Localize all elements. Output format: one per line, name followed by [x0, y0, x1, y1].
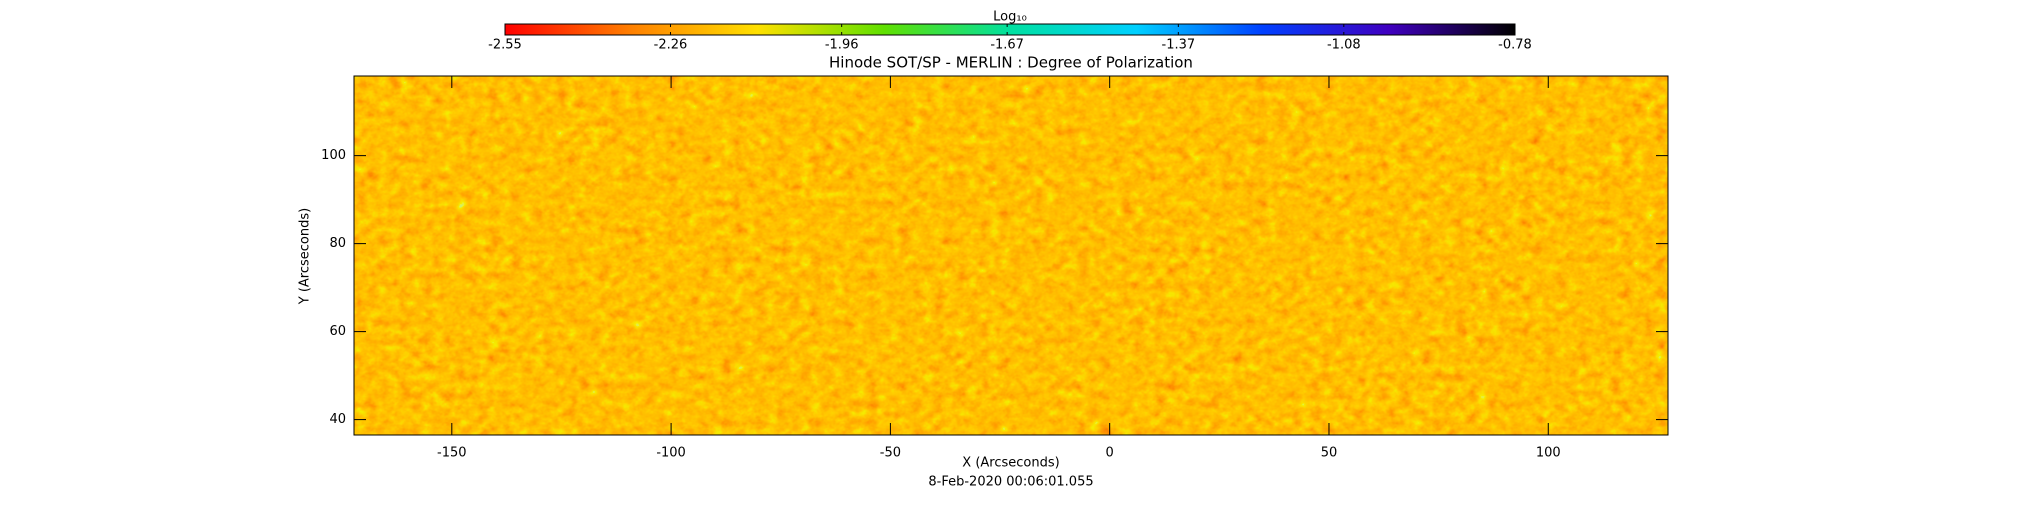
plot-frame: [353, 75, 1669, 436]
colorbar-tick-label: -1.37: [1162, 38, 1196, 53]
colorbar-tick-label: -2.26: [654, 38, 688, 53]
colorbar-tick-label: -1.08: [1327, 38, 1361, 53]
x-tick-label: 50: [1321, 446, 1338, 461]
y-axis-label: Y (Arcseconds): [298, 208, 313, 305]
y-tick-label: 100: [321, 148, 346, 163]
x-tick-label: -50: [880, 446, 901, 461]
chart-title: Hinode SOT/SP - MERLIN : Degree of Polar…: [829, 54, 1193, 72]
x-tick-label: 100: [1536, 446, 1561, 461]
colorbar-tick-label: -1.96: [825, 38, 859, 53]
colorbar: [504, 23, 1516, 36]
colorbar-tick-label: -0.78: [1498, 38, 1532, 53]
x-tick-label: -100: [656, 446, 686, 461]
colorbar-tick-label: -2.55: [488, 38, 522, 53]
x-tick-label: -150: [437, 446, 467, 461]
y-tick-label: 80: [329, 236, 346, 251]
y-tick-label: 40: [329, 412, 346, 427]
colorbar-label: Log₁₀: [993, 10, 1027, 25]
x-tick-label: 0: [1106, 446, 1114, 461]
y-tick-label: 60: [329, 324, 346, 339]
date-label: 8-Feb-2020 00:06:01.055: [928, 475, 1093, 490]
colorbar-tick-label: -1.67: [990, 38, 1024, 53]
heatmap-image: [354, 76, 1668, 435]
x-axis-label: X (Arcseconds): [962, 456, 1059, 471]
